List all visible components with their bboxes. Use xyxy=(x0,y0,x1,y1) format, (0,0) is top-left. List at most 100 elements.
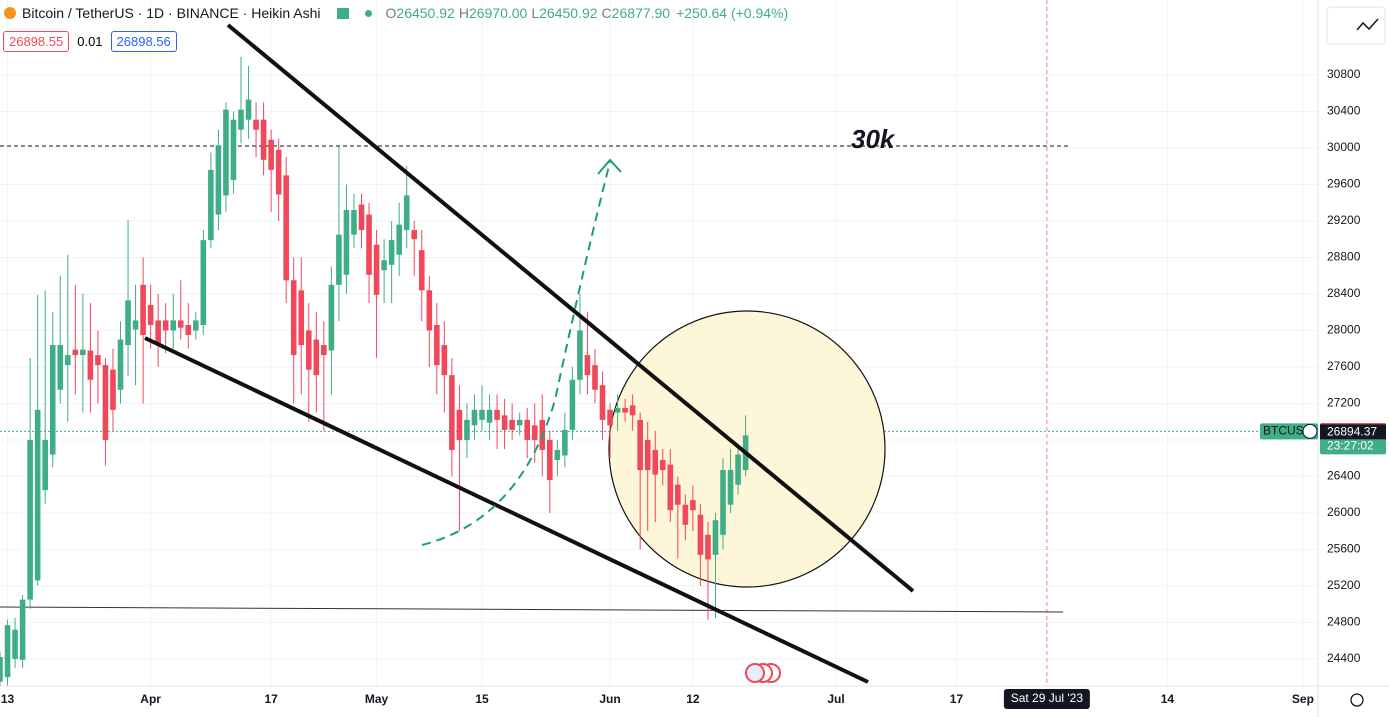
y-tick-label: 30800 xyxy=(1327,67,1361,81)
candle-body xyxy=(690,500,696,511)
y-tick-label: 25600 xyxy=(1327,542,1361,556)
y-tick-label: 25200 xyxy=(1327,578,1361,592)
candle-body xyxy=(238,109,244,130)
candle-body xyxy=(720,470,726,535)
price-axis xyxy=(1318,0,1389,717)
candle-body xyxy=(305,330,312,370)
candle-body xyxy=(614,408,621,413)
y-tick-label: 24800 xyxy=(1327,615,1361,629)
candle-body xyxy=(554,449,561,461)
symbol-title: Bitcoin / TetherUS · 1D · BINANCE · Heik… xyxy=(22,5,321,21)
y-tick-label: 27200 xyxy=(1327,396,1361,410)
symbol-tag xyxy=(1260,423,1318,440)
candle-body xyxy=(102,365,109,440)
candle-body xyxy=(388,240,395,265)
y-tick-label: 28800 xyxy=(1327,250,1361,264)
candle-body xyxy=(72,349,79,356)
symbol-label: BTCUS xyxy=(1263,423,1304,437)
x-tick-label: 17 xyxy=(264,692,278,706)
candle-body xyxy=(125,300,131,346)
sell-price[interactable]: 26898.55 xyxy=(3,31,70,52)
candle-body xyxy=(644,439,651,471)
candle-body xyxy=(208,169,214,241)
y-tick-label: 30000 xyxy=(1327,140,1361,154)
change: +250.64 (+0.94%) xyxy=(676,5,789,21)
candle-body xyxy=(185,324,192,336)
ohlc-value: 26970.00 xyxy=(468,5,528,21)
candle-body xyxy=(449,375,455,450)
candle-body xyxy=(290,280,297,356)
candle-body xyxy=(629,405,636,416)
candle-body xyxy=(57,345,64,390)
candle-body xyxy=(313,339,320,376)
candle-body xyxy=(343,210,350,275)
candle-body xyxy=(268,139,274,170)
candle-body xyxy=(622,408,628,413)
header: Bitcoin / TetherUS · 1D · BINANCE · Heik… xyxy=(4,5,788,21)
buy-price[interactable]: 26898.56 xyxy=(110,31,177,52)
flag-icon[interactable] xyxy=(336,7,349,19)
candle-body xyxy=(215,145,222,215)
candle-body xyxy=(34,409,41,581)
candle-body xyxy=(735,454,741,485)
ohlc-key: O xyxy=(385,5,397,21)
candle-body xyxy=(577,330,583,380)
candle-body xyxy=(117,339,124,390)
ohlc-value: 26450.92 xyxy=(396,5,455,21)
x-tick-label: 13 xyxy=(1,692,15,706)
x-tick-label: 14 xyxy=(1161,692,1175,706)
candle-body xyxy=(358,204,365,231)
event-icon[interactable] xyxy=(745,663,765,683)
x-tick-label: Apr xyxy=(140,692,161,706)
x-tick-label: 15 xyxy=(475,692,489,706)
candle-body xyxy=(223,109,229,196)
ohlc-key: H xyxy=(458,5,469,21)
candle-body xyxy=(12,629,18,659)
candle-body xyxy=(675,484,681,505)
x-tick-label: May xyxy=(365,692,389,706)
coin-icon xyxy=(4,7,16,19)
status-dot xyxy=(364,9,372,17)
candle-body xyxy=(42,439,48,491)
candle-body xyxy=(200,240,207,325)
candle-body xyxy=(584,355,591,376)
x-tick-label: Sep xyxy=(1292,692,1314,706)
settings-icon[interactable] xyxy=(1350,693,1364,707)
candle-body xyxy=(712,520,719,555)
spread: 0.01 xyxy=(77,34,103,49)
candle-body xyxy=(441,345,448,376)
candle-body xyxy=(351,210,357,235)
candle-body xyxy=(705,534,711,560)
candle-body xyxy=(607,409,613,426)
arrow-head xyxy=(597,158,622,175)
candle-body xyxy=(471,409,478,426)
y-tick-label: 29200 xyxy=(1327,213,1361,227)
x-tick-label: Jun xyxy=(599,692,620,706)
add-alert-button[interactable] xyxy=(1302,423,1318,439)
candle-body xyxy=(667,464,674,511)
chart-style-icon[interactable] xyxy=(1356,18,1379,31)
y-tick-label: 28400 xyxy=(1327,286,1361,300)
x-tick-label: 12 xyxy=(686,692,700,706)
x-tick-label: Jul xyxy=(827,692,844,706)
candle-body xyxy=(411,230,418,240)
candle-body xyxy=(87,350,94,380)
candle-body xyxy=(479,409,485,420)
candle-body xyxy=(569,379,576,430)
y-tick-label: 30400 xyxy=(1327,104,1361,118)
candle-body xyxy=(418,250,425,291)
candle-body xyxy=(328,284,335,351)
candle-body xyxy=(162,320,169,331)
trend-line xyxy=(144,336,869,684)
candle-body xyxy=(245,99,252,120)
axes: 2440024800252002560026000264002680027200… xyxy=(1,67,1386,709)
candle-body xyxy=(426,290,433,331)
candle-body xyxy=(637,419,643,471)
candle-body xyxy=(659,460,666,471)
ohlc-key: C xyxy=(601,5,612,21)
annotation: 30k xyxy=(851,124,896,154)
toolbar-widget[interactable] xyxy=(1326,6,1386,45)
ohlc-value: 26450.92 xyxy=(539,5,598,21)
candle-body xyxy=(501,415,508,430)
